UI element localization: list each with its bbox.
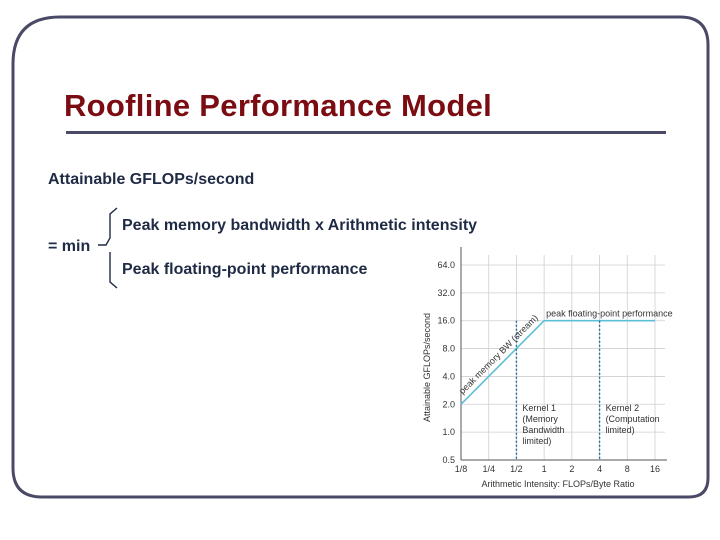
x-tick-label: 2 <box>569 464 574 474</box>
flat-annotation: peak floating-point performance <box>546 309 673 319</box>
x-tick-label: 1/2 <box>510 464 523 474</box>
y-tick-label: 32.0 <box>437 288 455 298</box>
x-tick-label: 4 <box>597 464 602 474</box>
y-tick-label: 16.0 <box>437 316 455 326</box>
formula-term-peak-flops: Peak floating-point performance <box>122 261 368 278</box>
y-tick-label: 2.0 <box>442 399 455 409</box>
kernel-label: Kernel 1 <box>522 403 556 413</box>
slope-annotation: peak memory BW (stream) <box>457 313 540 396</box>
kernel-label: limited) <box>606 425 635 435</box>
formula-term-bandwidth: Peak memory bandwidth x Arithmetic inten… <box>122 217 478 234</box>
formula-lhs: Attainable GFLOPs/second <box>48 171 255 188</box>
kernel-label: limited) <box>522 436 551 446</box>
y-tick-label: 1.0 <box>442 427 455 437</box>
slide-title: Roofline Performance Model <box>64 88 493 123</box>
title-underline <box>66 131 666 134</box>
formula-min-label: = min <box>48 238 91 255</box>
y-tick-label: 0.5 <box>442 455 455 465</box>
x-tick-label: 1/8 <box>455 464 468 474</box>
y-tick-label: 8.0 <box>442 344 455 354</box>
y-tick-label: 4.0 <box>442 371 455 381</box>
x-tick-label: 1/4 <box>482 464 495 474</box>
kernel-label: (Computation <box>606 414 660 424</box>
x-tick-label: 16 <box>650 464 660 474</box>
y-tick-label: 64.0 <box>437 260 455 270</box>
y-axis-label: Attainable GFLOPs/second <box>422 313 432 422</box>
x-axis-label: Arithmetic Intensity: FLOPs/Byte Ratio <box>481 479 634 489</box>
x-tick-label: 1 <box>542 464 547 474</box>
kernel-label: Kernel 2 <box>606 403 640 413</box>
x-tick-label: 8 <box>625 464 630 474</box>
kernel-label: (Memory <box>522 414 558 424</box>
kernel-label: Bandwidth <box>522 425 564 435</box>
